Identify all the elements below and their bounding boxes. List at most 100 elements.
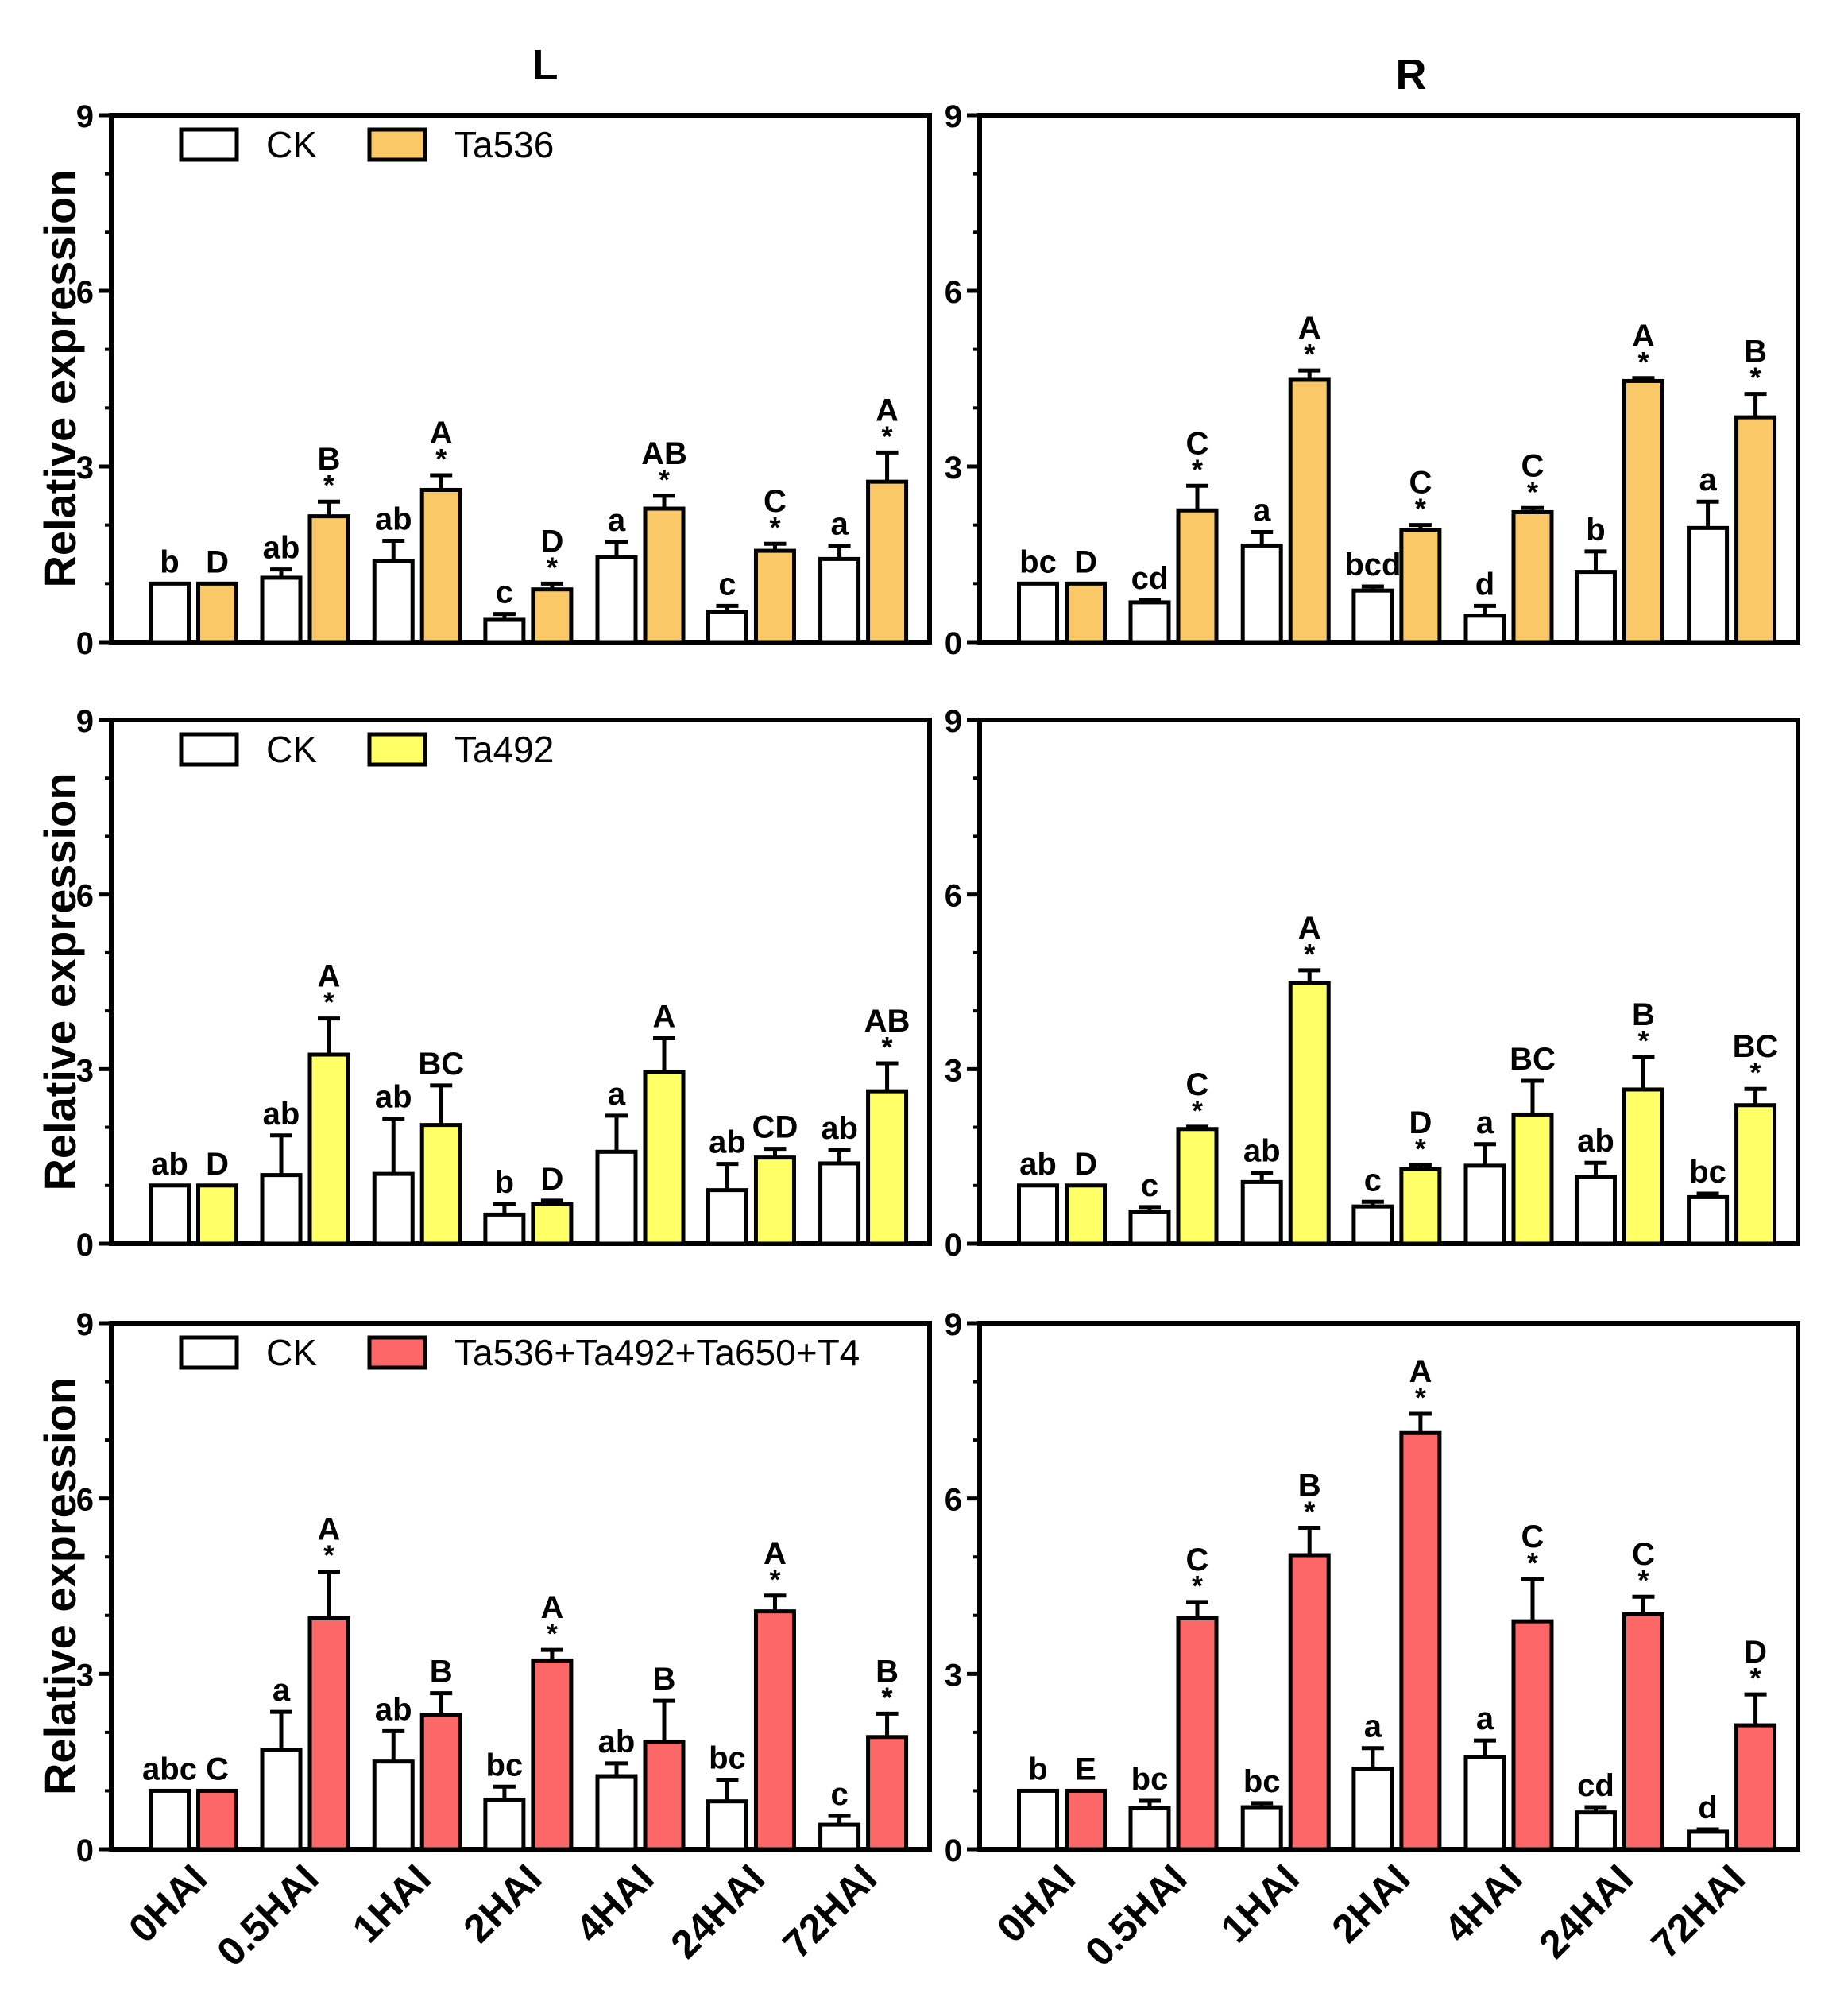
y-tick-label: 3 [945,451,962,486]
legend-swatch-ck [179,732,239,767]
bar-treatment [866,479,909,645]
y-tick-label: 0 [945,1228,962,1263]
significance-letter: C [1521,448,1545,483]
significance-letter: ab [263,1097,300,1132]
significance-letter: BC [1510,1042,1556,1077]
bar-treatment [1176,508,1219,645]
bar-ck [1687,1194,1730,1246]
x-tick-label: 24HAI [662,1856,773,1967]
significance-letter: a [1476,1105,1494,1140]
significance-letter: bc [1243,1764,1281,1799]
bar-ck [149,1788,191,1852]
significance-letter: ab [1243,1134,1281,1169]
bar-ck [595,555,638,645]
significance-letter: B [653,1662,676,1697]
significance-letter: ab [1019,1147,1057,1182]
bar-treatment [531,1202,574,1246]
significance-star: * [1304,938,1315,970]
bar-treatment [1065,1183,1108,1246]
significance-letter: D [206,1147,229,1182]
significance-star: * [323,469,334,501]
significance-star: * [1415,1132,1426,1165]
significance-star: * [435,443,447,475]
significance-star: * [1750,362,1761,394]
significance-letter: cd [1131,561,1169,596]
significance-letter: D [1074,544,1097,579]
bar-treatment [866,1735,909,1852]
significance-star: * [1527,1546,1538,1579]
significance-letter: c [718,567,736,602]
bar-ck [818,1822,861,1852]
significance-star: * [1750,1056,1761,1089]
y-tick-label: 6 [945,879,962,914]
bar-treatment [1288,377,1331,645]
significance-letter: a [1699,463,1717,497]
bar-treatment [753,1155,796,1246]
significance-star: * [1750,1662,1761,1694]
significance-letter: ab [375,502,412,537]
x-tick-label: 2HAI [1324,1856,1419,1951]
y-tick-label: 0 [945,626,962,661]
y-tick-label: 3 [76,1053,94,1088]
significance-letter: d [1698,1790,1717,1825]
legend-swatch-ck [179,1335,239,1370]
significance-star: * [547,551,558,583]
significance-star: * [659,463,670,496]
legend-label-ck: CK [266,124,317,165]
x-tick-label: 2HAI [455,1856,551,1951]
significance-letter: b [160,544,179,579]
x-tick-label: 1HAI [344,1856,439,1951]
significance-letter: ab [709,1125,746,1160]
legend-label-ck: CK [266,1332,317,1373]
significance-letter: BC [1733,1029,1779,1064]
bar-treatment [1734,1723,1777,1852]
y-tick-label: 3 [76,451,94,486]
y-tick-label: 6 [945,275,962,310]
significance-letter: abc [142,1752,197,1786]
bar-treatment [643,1070,686,1246]
significance-star: * [1415,493,1426,525]
significance-star: * [323,986,334,1019]
significance-letter: bc [1689,1155,1726,1190]
legend-swatch-treatment [367,127,427,162]
bar-treatment [1622,378,1664,645]
bar-ck [372,1171,415,1246]
significance-star: * [1637,1564,1649,1597]
bar-treatment [1511,1619,1554,1852]
significance-letter: ab [375,1692,412,1727]
significance-letter: A [1409,1354,1432,1389]
bar-treatment [1399,1430,1442,1852]
bar-treatment [1622,1612,1664,1852]
x-tick-label: 24HAI [1530,1856,1641,1967]
significance-letter: b [1028,1752,1047,1786]
bar-treatment [196,1183,239,1246]
legend-label-treatment: Ta492 [454,729,554,770]
plot-frame [977,718,1800,1246]
significance-letter: ab [598,1724,636,1759]
legend-swatch-treatment [367,1335,427,1370]
y-tick-label: 9 [76,99,94,134]
significance-letter: ab [1577,1124,1614,1159]
bar-ck [1687,525,1730,645]
significance-letter: ab [151,1147,188,1182]
significance-letter: B [1744,335,1767,370]
bar-treatment [643,1740,686,1852]
significance-letter: a [1253,494,1271,528]
bar-ck [149,581,191,645]
bar-ck [1351,1766,1394,1852]
bar-treatment [753,1609,796,1852]
bar-treatment [643,506,686,645]
significance-letter: cd [1577,1768,1614,1803]
significance-letter: C [1186,426,1209,461]
bar-ck [260,1173,303,1246]
bar-ck [818,1161,861,1246]
significance-letter: a [608,1077,626,1112]
significance-letter: D [1744,1635,1767,1670]
significance-letter: ab [375,1080,412,1115]
bar-treatment [531,587,574,645]
y-tick-label: 6 [76,1483,94,1518]
significance-letter: d [1475,567,1494,602]
